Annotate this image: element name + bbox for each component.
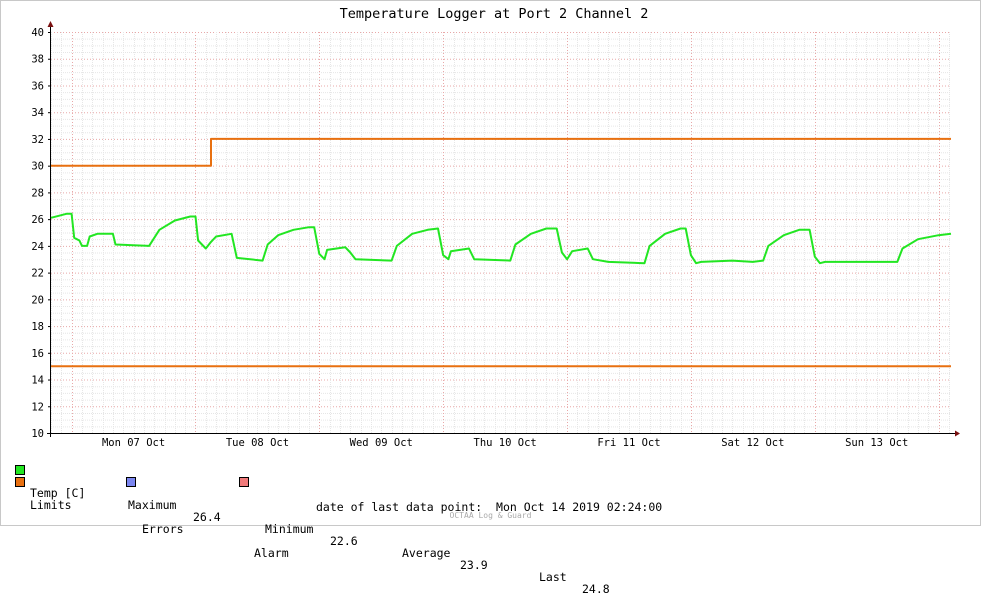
chart-title: Temperature Logger at Port 2 Channel 2 <box>340 6 649 22</box>
minimum-label: Minimum <box>265 522 314 536</box>
upper-limit-line <box>51 137 951 167</box>
last-data-point-value: Mon Oct 14 2019 02:24:00 <box>496 500 663 514</box>
limits-label: Limits <box>30 498 72 512</box>
errors-swatch <box>126 477 136 487</box>
last-data-point-label: date of last data point: <box>316 500 483 514</box>
temperature-chart: Temperature Logger at Port 2 Channel 2 1… <box>31 6 960 449</box>
y-tick-labels: 10 12 14 16 18 20 22 24 26 28 30 32 34 36 38 40 <box>31 27 44 440</box>
alarm-label: Alarm <box>254 546 289 560</box>
temp-label: Temp [C] <box>30 486 86 500</box>
maximum-label: Maximum <box>128 498 177 512</box>
y-tick-label: 18 <box>31 321 44 333</box>
last-data-point: date of last data point: Mon Oct 14 2019… <box>316 500 662 514</box>
y-tick-label: 14 <box>31 375 44 387</box>
y-tick-label: 10 <box>31 428 44 440</box>
y-tick-label: 12 <box>31 401 44 413</box>
y-tick-label: 32 <box>31 134 44 146</box>
x-tick-label: Fri 11 Oct <box>597 437 660 449</box>
average-label: Average <box>402 546 451 560</box>
grid <box>51 32 951 434</box>
y-tick-label: 40 <box>31 27 44 39</box>
minimum-value: 22.6 <box>330 534 358 548</box>
legend-row-limits: Limits Errors Alarm <box>15 475 975 559</box>
y-tick-label: 28 <box>31 187 44 199</box>
x-tick-label: Sun 13 Oct <box>845 437 908 449</box>
legend-row-temp: Temp [C] Maximum 26.4 Minimum 22.6 Avera… <box>15 463 975 595</box>
y-tick-label: 16 <box>31 348 44 360</box>
x-tick-label: Wed 09 Oct <box>350 437 413 449</box>
temp-swatch <box>15 465 25 475</box>
y-tick-label: 20 <box>31 294 44 306</box>
y-axis-arrow <box>47 21 54 27</box>
y-tick-label: 34 <box>31 107 44 119</box>
y-tick-label: 30 <box>31 161 44 173</box>
x-axis-arrow <box>955 430 960 437</box>
alarm-swatch <box>239 477 249 487</box>
x-tick-label: Thu 10 Oct <box>474 437 537 449</box>
series <box>50 137 952 368</box>
x-tick-label: Mon 07 Oct <box>102 437 165 449</box>
limits-swatch <box>15 477 25 487</box>
y-tick-label: 24 <box>31 241 44 253</box>
errors-label: Errors <box>142 522 184 536</box>
x-tick-label: Sat 12 Oct <box>721 437 784 449</box>
y-tick-label: 26 <box>31 214 44 226</box>
x-tick-label: Tue 08 Oct <box>226 437 289 449</box>
y-tick-label: 38 <box>31 54 44 66</box>
x-tick-labels: Mon 07 Oct Tue 08 Oct Wed 09 Oct Thu 10 Oct… <box>102 437 908 449</box>
y-tick-label: 36 <box>31 80 44 92</box>
footer-brand: OCTAA Log & Guard <box>449 511 532 520</box>
last-value: 24.8 <box>582 582 610 596</box>
temperature-line <box>50 212 952 265</box>
maximum-value: 26.4 <box>193 510 221 524</box>
axes <box>47 21 960 437</box>
average-value: 23.9 <box>460 558 488 572</box>
y-tick-label: 22 <box>31 268 44 280</box>
last-label: Last <box>539 570 567 584</box>
